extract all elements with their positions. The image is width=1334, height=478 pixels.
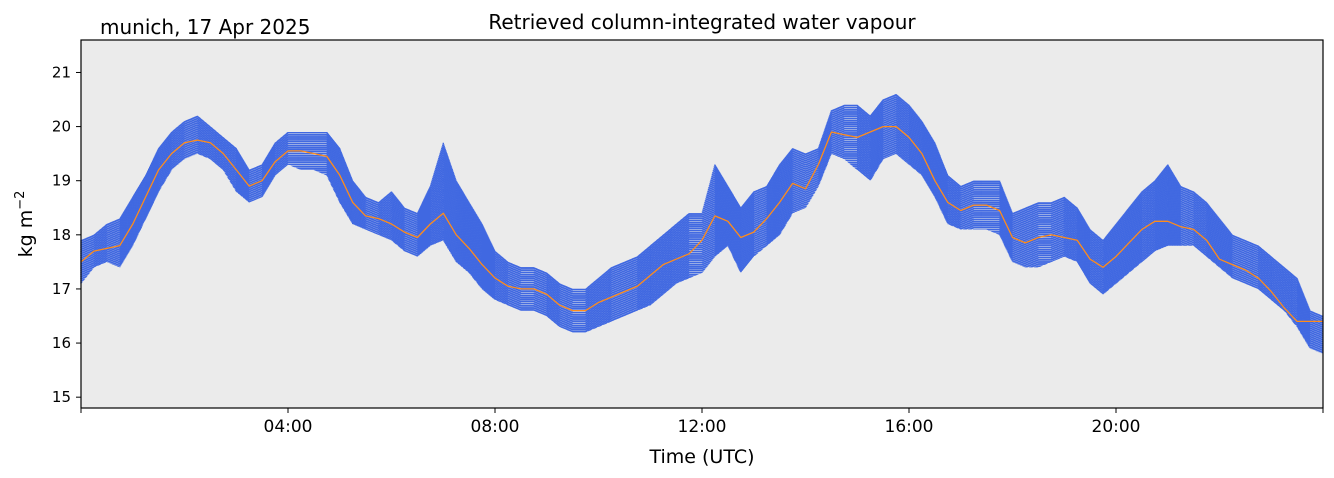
y-axis-ticks: 15 16 17 18 19 20 21 [52,63,81,406]
y-axis-label: kg m−2 [13,191,37,258]
y-axis-label-unit: kg m [15,210,37,258]
y-tick-label: 17 [52,280,71,298]
y-tick-label: 18 [52,226,71,244]
x-tick-label: 20:00 [1092,417,1141,437]
y-tick-label: 19 [52,172,71,190]
x-tick-label: 12:00 [678,417,727,437]
x-tick-label: 04:00 [264,417,313,437]
y-tick-label: 16 [52,334,71,352]
y-tick-label: 15 [52,388,71,406]
x-axis-ticks: 04:00 08:00 12:00 16:00 20:00 [80,408,1324,437]
x-tick-label: 16:00 [885,417,934,437]
smoothed-line-layer [80,125,1323,323]
y-tick-label: 21 [52,63,71,81]
scatter-layer [80,94,1324,354]
x-tick-label: 08:00 [471,417,520,437]
y-tick-label: 20 [52,118,71,136]
x-axis-label: Time (UTC) [648,446,754,468]
y-axis-label-exponent: −2 [13,191,28,210]
smoothed-line [80,125,1323,323]
chart-title: Retrieved column-integrated water vapour [488,10,916,34]
chart-subtitle: munich, 17 Apr 2025 [100,15,310,39]
